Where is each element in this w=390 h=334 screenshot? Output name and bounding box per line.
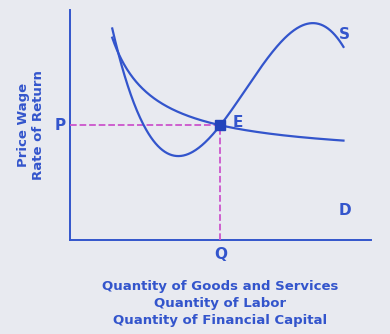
- Text: D: D: [339, 203, 352, 218]
- Text: E: E: [232, 116, 243, 131]
- Text: Price Wage
Rate of Return: Price Wage Rate of Return: [17, 70, 45, 180]
- Text: S: S: [339, 27, 350, 42]
- Text: Q: Q: [214, 247, 227, 263]
- Text: Quantity of Goods and Services
Quantity of Labor
Quantity of Financial Capital: Quantity of Goods and Services Quantity …: [102, 280, 339, 327]
- Text: P: P: [55, 118, 66, 133]
